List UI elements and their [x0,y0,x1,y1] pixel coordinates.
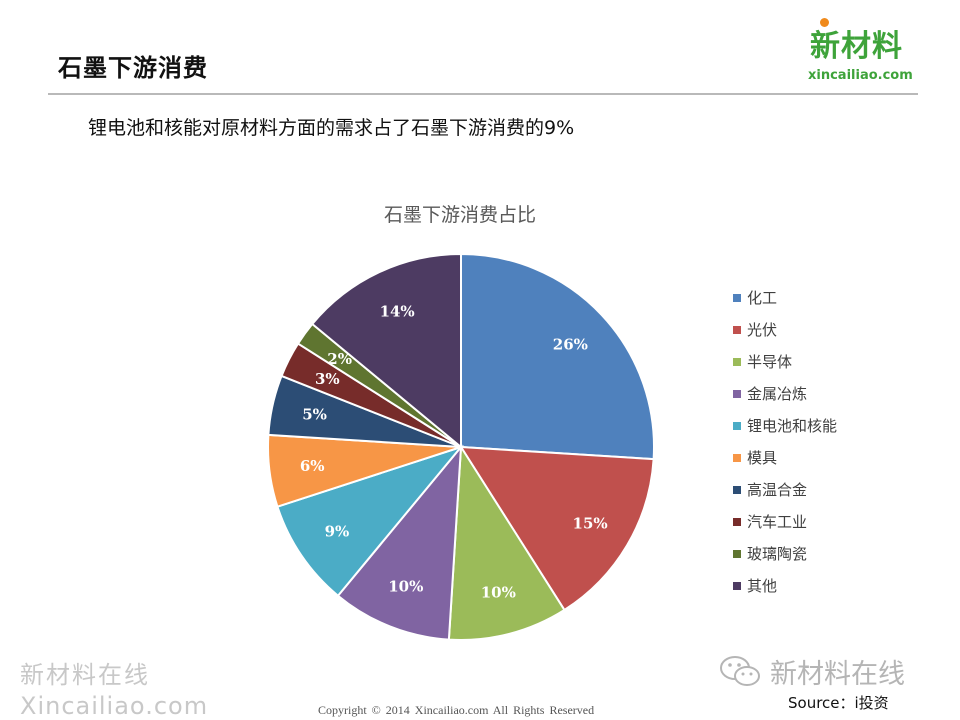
legend-label: 光伏 [747,321,778,339]
legend-label: 玻璃陶瓷 [747,545,808,563]
legend-swatch [733,390,741,398]
pie-slice-label-6: 5% [302,405,327,423]
legend-label: 其他 [747,577,778,595]
pie-slice-label-8: 2% [327,350,352,368]
copyright-text: Copyright © 2014 Xincailiao.com All Righ… [318,703,595,717]
pie-slice-label-1: 15% [573,514,608,532]
pie-slice-0 [460,252,655,461]
legend-label: 化工 [747,289,778,307]
source-text: Source：i投资 [788,694,889,712]
legend-label: 汽车工业 [747,513,808,531]
pie-slice-label-9: 14% [380,302,415,320]
wechat-icon [720,655,760,686]
chart-title: 石墨下游消费占比 [383,204,536,226]
legend-item-8: 玻璃陶瓷 [733,538,837,570]
pie-slice-3 [336,443,463,641]
pie-slice-label-5: 6% [300,457,325,475]
legend-swatch [733,326,741,334]
legend-item-9: 其他 [733,570,837,602]
pie-slice-label-0: 26% [553,335,588,353]
page-title: 石墨下游消费 [58,54,208,82]
pie-slice-label-2: 10% [481,583,516,601]
pie-slice-9 [310,252,462,450]
legend-item-4: 锂电池和核能 [733,410,837,442]
pie-slice-label-7: 3% [315,370,340,388]
chart-legend: 化工光伏半导体金属冶炼锂电池和核能 模具高温合金汽车工业玻璃陶瓷其他 [733,282,837,602]
legend-item-3: 金属冶炼 [733,378,837,410]
legend-swatch [733,550,741,558]
legend-swatch [733,422,741,430]
watermark-cn: 新材料在线 [20,661,150,689]
brand-logo: 新材料 xincailiao.com [800,18,930,88]
watermark-right: 新材料在线 [718,652,905,691]
legend-item-6: 高温合金 [733,474,837,506]
logo-dot [820,18,829,27]
legend-swatch [733,454,741,462]
legend-swatch [733,582,741,590]
legend-swatch [733,358,741,366]
legend-item-5: 模具 [733,442,837,474]
legend-item-7: 汽车工业 [733,506,837,538]
legend-label: 锂电池和核能 [747,417,838,435]
header-divider [48,93,918,95]
legend-label: 模具 [747,449,778,467]
legend-item-1: 光伏 [733,314,837,346]
legend-swatch [733,518,741,526]
pie-slice-1 [459,445,655,612]
slide-subtitle: 锂电池和核能对原材料方面的需求占了石墨下游消费的9% [88,117,575,139]
legend-swatch [733,486,741,494]
watermark-right-text: 新材料在线 [770,659,905,690]
watermark-en: Xincailiao.com [20,692,209,720]
legend-label: 半导体 [747,353,793,371]
pie-slice-2 [447,443,566,641]
logo-text-en: xincailiao.com [808,68,913,83]
watermark-left: 新材料在线 Xincailiao.com [20,655,208,720]
pie-slice-label-3: 10% [388,577,423,595]
legend-swatch [733,294,741,302]
legend-label: 金属冶炼 [747,385,808,403]
pie-slice-4 [276,444,464,598]
logo-text-cn: 新材料 [810,29,903,64]
legend-label: 高温合金 [747,481,808,499]
pie-slice-label-4: 9% [325,522,350,540]
legend-item-0: 化工 [733,282,837,314]
legend-item-2: 半导体 [733,346,837,378]
